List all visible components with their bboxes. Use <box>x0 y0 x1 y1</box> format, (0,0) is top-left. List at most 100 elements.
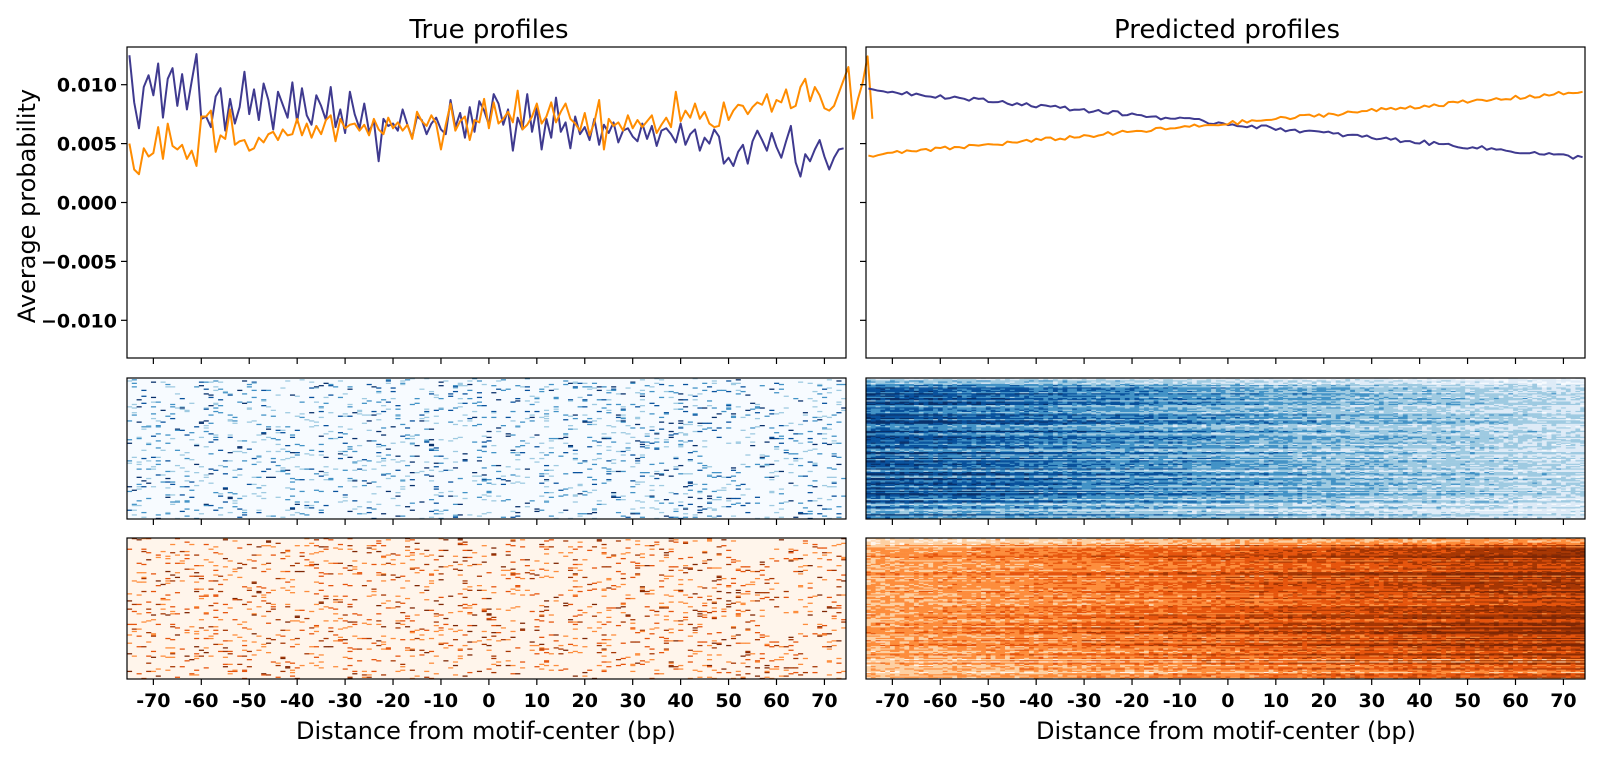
heatmap-cell <box>510 539 515 540</box>
heatmap-cell <box>659 463 664 464</box>
heatmap-cell <box>410 632 415 633</box>
heatmap-cell <box>664 412 669 413</box>
heatmap-cell <box>218 405 223 406</box>
heatmap-cell <box>170 626 175 627</box>
heatmap-cell <box>606 412 611 413</box>
heatmap-cell <box>669 566 674 567</box>
heatmap-cell <box>602 483 607 484</box>
heatmap-cell <box>463 498 468 499</box>
heatmap-cell <box>822 427 827 428</box>
heatmap-cell <box>558 438 563 439</box>
heatmap-cell <box>295 444 300 445</box>
heatmap-cell <box>477 576 482 577</box>
heatmap-cell <box>697 570 702 571</box>
heatmap-cell <box>347 549 352 550</box>
heatmap-cell <box>381 557 386 558</box>
heatmap-cell <box>223 539 228 540</box>
heatmap-cell <box>597 612 602 613</box>
heatmap-cell <box>170 501 175 502</box>
heatmap-cell <box>132 628 137 629</box>
heatmap-cell <box>324 403 329 404</box>
heatmap-cell <box>132 510 137 511</box>
heatmap-cell <box>304 453 309 454</box>
heatmap-cell <box>568 619 573 620</box>
heatmap-cell <box>649 565 654 566</box>
heatmap-cell <box>616 659 621 660</box>
heatmap-cell <box>247 559 252 560</box>
heatmap-cell <box>137 505 142 506</box>
heatmap-cell <box>544 486 549 487</box>
heatmap-cell <box>395 606 400 607</box>
heatmap-cell <box>626 552 631 553</box>
heatmap-cell <box>180 580 185 581</box>
heatmap-cell <box>544 500 549 501</box>
heatmap-cell <box>395 461 400 462</box>
heatmap-cell <box>515 425 520 426</box>
heatmap-cell <box>156 464 161 465</box>
heatmap-cell <box>376 605 381 606</box>
heatmap-cell <box>592 424 597 425</box>
heatmap-cell <box>678 446 683 447</box>
heatmap-cell <box>424 461 429 462</box>
heatmap-cell <box>578 463 583 464</box>
heatmap-cell <box>683 513 688 514</box>
heatmap-cell <box>424 677 429 678</box>
heatmap-cell <box>434 513 439 514</box>
heatmap-cell <box>539 648 544 649</box>
heatmap-cell <box>664 441 669 442</box>
heatmap-cell <box>218 493 223 494</box>
heatmap-cell <box>223 466 228 467</box>
heatmap-cell <box>554 438 559 439</box>
heatmap-cell <box>774 471 779 472</box>
heatmap-cell <box>185 452 190 453</box>
heatmap-cell <box>741 571 746 572</box>
heatmap-cell <box>247 409 252 410</box>
heatmap-cell <box>736 441 741 442</box>
heatmap-cell <box>309 663 314 664</box>
heatmap-cell <box>357 614 362 615</box>
heatmap-cell <box>602 634 607 635</box>
heatmap-cell <box>602 433 607 434</box>
heatmap-cell <box>736 488 741 489</box>
heatmap-cell <box>817 594 822 595</box>
heatmap-cell <box>769 479 774 480</box>
heatmap-cell <box>429 393 434 394</box>
heatmap-cell <box>419 650 424 651</box>
heatmap-cell <box>146 663 151 664</box>
heatmap-cell <box>151 406 156 407</box>
heatmap-cell <box>506 591 511 592</box>
heatmap-cell <box>141 426 146 427</box>
heatmap-cell <box>645 646 650 647</box>
heatmap-cell <box>798 586 803 587</box>
heatmap-cell <box>726 585 731 586</box>
heatmap-cell <box>621 451 626 452</box>
heatmap-cell <box>242 460 247 461</box>
heatmap-cell <box>587 389 592 390</box>
heatmap-cell <box>228 437 233 438</box>
heatmap-cell <box>544 418 549 419</box>
x-tick-label: 70 <box>811 690 837 712</box>
heatmap-cell <box>563 414 568 415</box>
heatmap-cell <box>736 674 741 675</box>
heatmap-cell <box>506 639 511 640</box>
heatmap-cell <box>199 480 204 481</box>
heatmap-cell <box>731 413 736 414</box>
heatmap-cell <box>712 417 717 418</box>
heatmap-cell <box>228 497 233 498</box>
heatmap-cell <box>463 604 468 605</box>
heatmap-cell <box>237 624 242 625</box>
heatmap-cell <box>602 552 607 553</box>
heatmap-cell <box>467 420 472 421</box>
heatmap-cell <box>602 553 607 554</box>
heatmap-cell <box>817 577 822 578</box>
heatmap-cell <box>798 503 803 504</box>
heatmap-cell <box>673 466 678 467</box>
heatmap-cell <box>539 614 544 615</box>
heatmap-cell <box>635 663 640 664</box>
heatmap-cell <box>808 383 813 384</box>
heatmap-cell <box>673 542 678 543</box>
heatmap-cell <box>132 504 137 505</box>
heatmap-cell <box>640 405 645 406</box>
heatmap-cell <box>573 564 578 565</box>
